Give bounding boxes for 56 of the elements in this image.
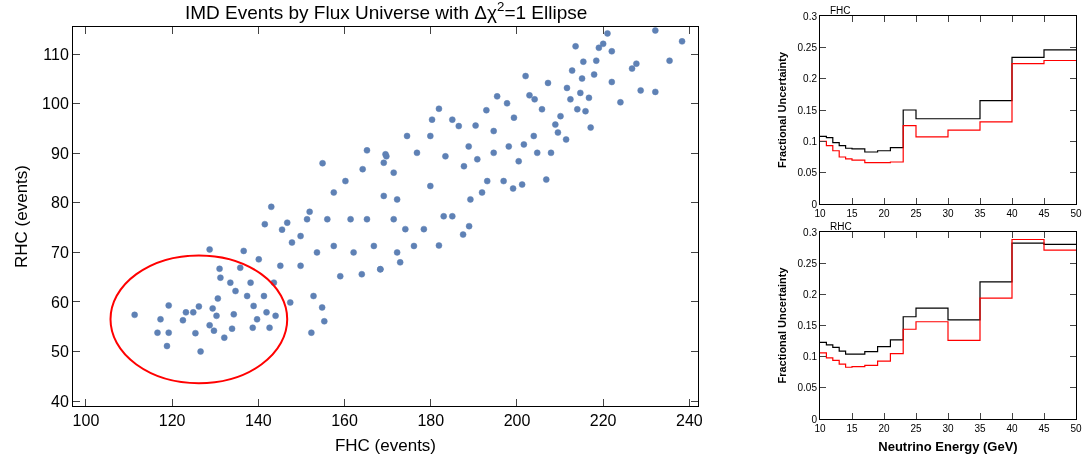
x-tick-label: 160 [331,412,358,430]
y-tick-label: 0.05 [797,382,818,394]
y-tick-label: 40 [51,392,69,410]
y-axis-title: RHC (events) [11,165,31,268]
y-tick-label: 50 [51,343,69,361]
x-tick-label: 20 [878,208,890,219]
chart-title: FHC [830,5,851,16]
x-tick-label: 200 [503,412,531,430]
x-tick-label: 40 [1006,208,1018,219]
x-tick-label: 180 [417,412,445,430]
chart-title: RHC [830,221,852,232]
y-tick-label: 0.15 [797,320,818,331]
x-tick-label: 50 [1070,423,1082,434]
y-tick-label: 110 [43,45,69,63]
x-tick-label: 45 [1038,423,1050,434]
y-tick-label: 0 [811,198,818,210]
x-axis-title: FHC (events) [334,435,437,455]
x-tick-label: 35 [974,423,986,434]
y-tick-label: 0.2 [803,288,818,300]
y-tick-label: 0.25 [797,41,818,53]
y-axis-title: Fractional Uncertainty [776,266,789,384]
x-tick-label: 10 [814,208,826,219]
y-tick-label: 0.25 [797,257,818,269]
x-tick-label: 20 [878,423,890,434]
x-tick-label: 240 [676,412,703,430]
x-tick-label: 15 [846,423,858,434]
x-tick-label: 25 [910,208,922,219]
chart-title: IMD Events by Flux Universe with Δχ$^{2}$=1 Ellipse [185,0,588,23]
x-tick-label: 220 [589,412,617,430]
x-tick-label: 50 [1070,208,1082,219]
x-tick-label: 30 [942,208,954,219]
y-tick-label: 80 [51,194,69,212]
y-tick-label: 100 [42,95,69,113]
x-tick-label: 120 [158,412,186,430]
x-tick-label: 40 [1006,423,1018,434]
y-tick-label: 60 [51,293,69,311]
y-tick-label: 0.1 [803,351,818,363]
y-tick-label: 90 [51,144,69,162]
x-tick-label: 30 [942,423,954,434]
y-tick-label: 0.3 [803,10,818,22]
x-tick-label: 45 [1038,208,1050,219]
y-tick-label: 0.05 [797,167,818,179]
x-tick-label: 15 [846,208,858,219]
y-tick-label: 0.3 [803,226,818,238]
x-tick-label: 25 [910,423,922,434]
x-tick-label: 35 [974,208,986,219]
y-tick-label: 0.1 [803,135,818,147]
x-tick-label: 100 [72,412,100,430]
x-tick-label: 10 [814,423,826,434]
y-tick-label: 0.2 [803,73,818,85]
y-tick-label: 70 [51,244,69,262]
x-tick-label: 140 [244,412,272,430]
y-axis-title: Fractional Uncertainty [776,51,789,169]
y-tick-label: 0.15 [797,104,818,116]
x-axis-title: Neutrino Energy (GeV) [878,438,1018,454]
y-tick-label: 0 [811,413,818,425]
